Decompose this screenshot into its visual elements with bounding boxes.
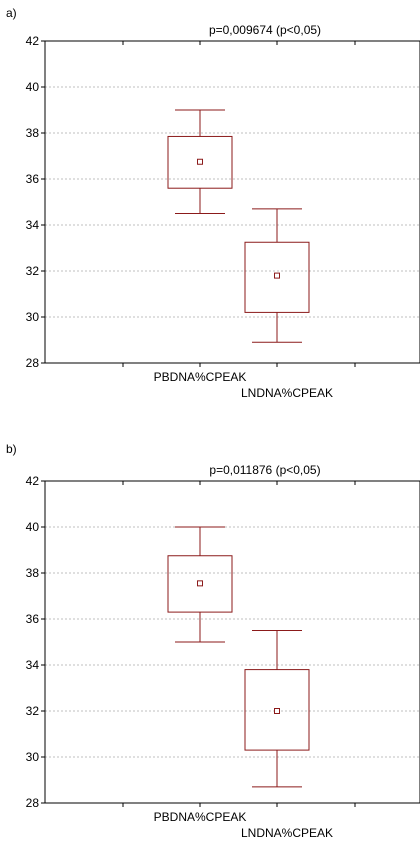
mean-marker <box>274 272 280 279</box>
y-tick-label: 30 <box>26 750 40 764</box>
box-plot-chart: 28 30 32 34 36 38 40 42 p=0,009674 (p<0,05) PBDNA… <box>26 23 420 400</box>
x-category-label: LNDNA%CPEAK <box>241 826 333 840</box>
y-tick-label: 38 <box>26 566 40 580</box>
y-tick-label: 42 <box>26 474 40 488</box>
box-rect <box>167 135 233 189</box>
plot-frame <box>44 40 420 364</box>
y-tick-label: 36 <box>26 612 40 626</box>
y-tick-label: 36 <box>26 172 40 186</box>
y-tick-label: 40 <box>26 80 40 94</box>
panel-label: b) <box>6 442 17 456</box>
x-category-label: PBDNA%CPEAK <box>154 810 247 824</box>
chart-title: p=0,011876 (p<0,05) <box>209 463 320 477</box>
y-tick-label: 32 <box>26 704 40 718</box>
panel-label: a) <box>6 6 17 20</box>
plot-frame <box>44 480 420 804</box>
chart-panel-a: a) 28 30 32 34 36 38 40 42 p=0,009674 (p<0,05) PB… <box>0 0 420 420</box>
mean-marker <box>274 708 280 714</box>
y-tick-label: 30 <box>26 310 40 324</box>
y-tick-label: 34 <box>26 658 40 672</box>
x-category-label: PBDNA%CPEAK <box>154 370 247 384</box>
chart-panel-b: b) 28 30 32 34 36 38 40 42 p=0,011876 (p<0,05) PB… <box>0 440 420 860</box>
chart-title: p=0,009674 (p<0,05) <box>209 23 321 37</box>
box-rect <box>167 555 233 613</box>
y-tick-label: 28 <box>26 356 40 370</box>
mean-marker <box>197 158 203 165</box>
y-tick-label: 42 <box>26 34 40 48</box>
x-category-label: LNDNA%CPEAK <box>241 386 333 400</box>
y-tick-label: 40 <box>26 520 40 534</box>
mean-marker <box>197 580 203 587</box>
box-rect <box>244 669 310 751</box>
box-rect <box>244 241 310 313</box>
y-tick-label: 32 <box>26 264 40 278</box>
y-tick-label: 38 <box>26 126 40 140</box>
y-tick-label: 34 <box>26 218 40 232</box>
box-plot-chart: 28 30 32 34 36 38 40 42 p=0,011876 (p<0,05) PBDNA… <box>26 463 420 840</box>
y-tick-label: 28 <box>26 796 40 810</box>
